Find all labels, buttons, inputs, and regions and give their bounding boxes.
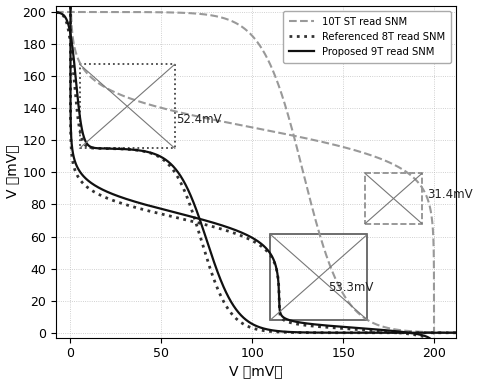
X-axis label: V （mV）: V （mV） bbox=[229, 364, 283, 379]
Text: 53.3mV: 53.3mV bbox=[329, 281, 374, 294]
Legend: 10T ST read SNM, Referenced 8T read SNM, Proposed 9T read SNM: 10T ST read SNM, Referenced 8T read SNM,… bbox=[283, 10, 451, 63]
Text: 52.4mV: 52.4mV bbox=[176, 113, 222, 126]
Text: 31.4mV: 31.4mV bbox=[427, 188, 472, 201]
Bar bbox=[365, 173, 422, 224]
Y-axis label: V （mV）: V （mV） bbox=[6, 145, 20, 199]
Bar bbox=[270, 234, 367, 320]
Bar bbox=[80, 64, 175, 148]
